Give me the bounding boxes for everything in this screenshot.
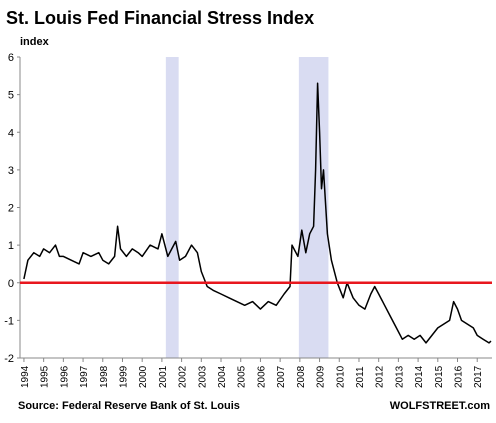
data-line	[23, 82, 492, 344]
source: Source: Federal Reserve Bank of St. Loui…	[18, 400, 240, 412]
y-axis-label: index	[20, 36, 50, 48]
y-tick-label: 3	[8, 165, 14, 177]
x-tick-label: 2004	[217, 365, 228, 388]
y-tick-label: 4	[8, 127, 14, 139]
x-tick-label: 2000	[138, 365, 149, 388]
x-tick-label: 2005	[237, 365, 248, 388]
x-tick-label: 2013	[394, 365, 405, 388]
y-tick-label: 1	[8, 240, 14, 252]
x-tick-label: 2016	[454, 365, 465, 388]
y-tick-label: -1	[4, 315, 14, 327]
x-tick-label: 2017	[473, 365, 484, 388]
x-tick-label: 2015	[434, 365, 445, 388]
x-tick-label: 1999	[118, 365, 129, 388]
x-tick-label: 2007	[276, 365, 287, 388]
x-tick-label: 1998	[99, 365, 110, 388]
y-tick-label: -2	[4, 353, 14, 365]
x-tick-label: 2011	[355, 366, 366, 388]
y-tick-label: 2	[8, 203, 14, 215]
chart-title: St. Louis Fed Financial Stress Index	[6, 8, 314, 28]
x-tick-label: 2009	[316, 365, 327, 388]
y-tick-label: 0	[8, 278, 14, 290]
x-tick-label: 1994	[20, 365, 31, 388]
recession-band	[165, 57, 179, 358]
x-tick-label: 2001	[158, 365, 169, 388]
x-tick-label: 1995	[40, 365, 51, 388]
x-tick-label: 2002	[178, 365, 189, 388]
x-tick-label: 2006	[256, 365, 267, 388]
y-tick-label: 6	[8, 52, 14, 64]
credit: WOLFSTREET.com	[390, 400, 490, 412]
x-tick-label: 1997	[79, 365, 90, 388]
x-tick-label: 2010	[335, 365, 346, 388]
x-tick-label: 2003	[197, 365, 208, 388]
x-tick-label: 1996	[59, 365, 70, 388]
x-tick-label: 2012	[375, 365, 386, 388]
x-tick-label: 2014	[414, 365, 425, 388]
y-tick-label: 5	[8, 90, 14, 102]
x-tick-label: 2008	[296, 365, 307, 388]
